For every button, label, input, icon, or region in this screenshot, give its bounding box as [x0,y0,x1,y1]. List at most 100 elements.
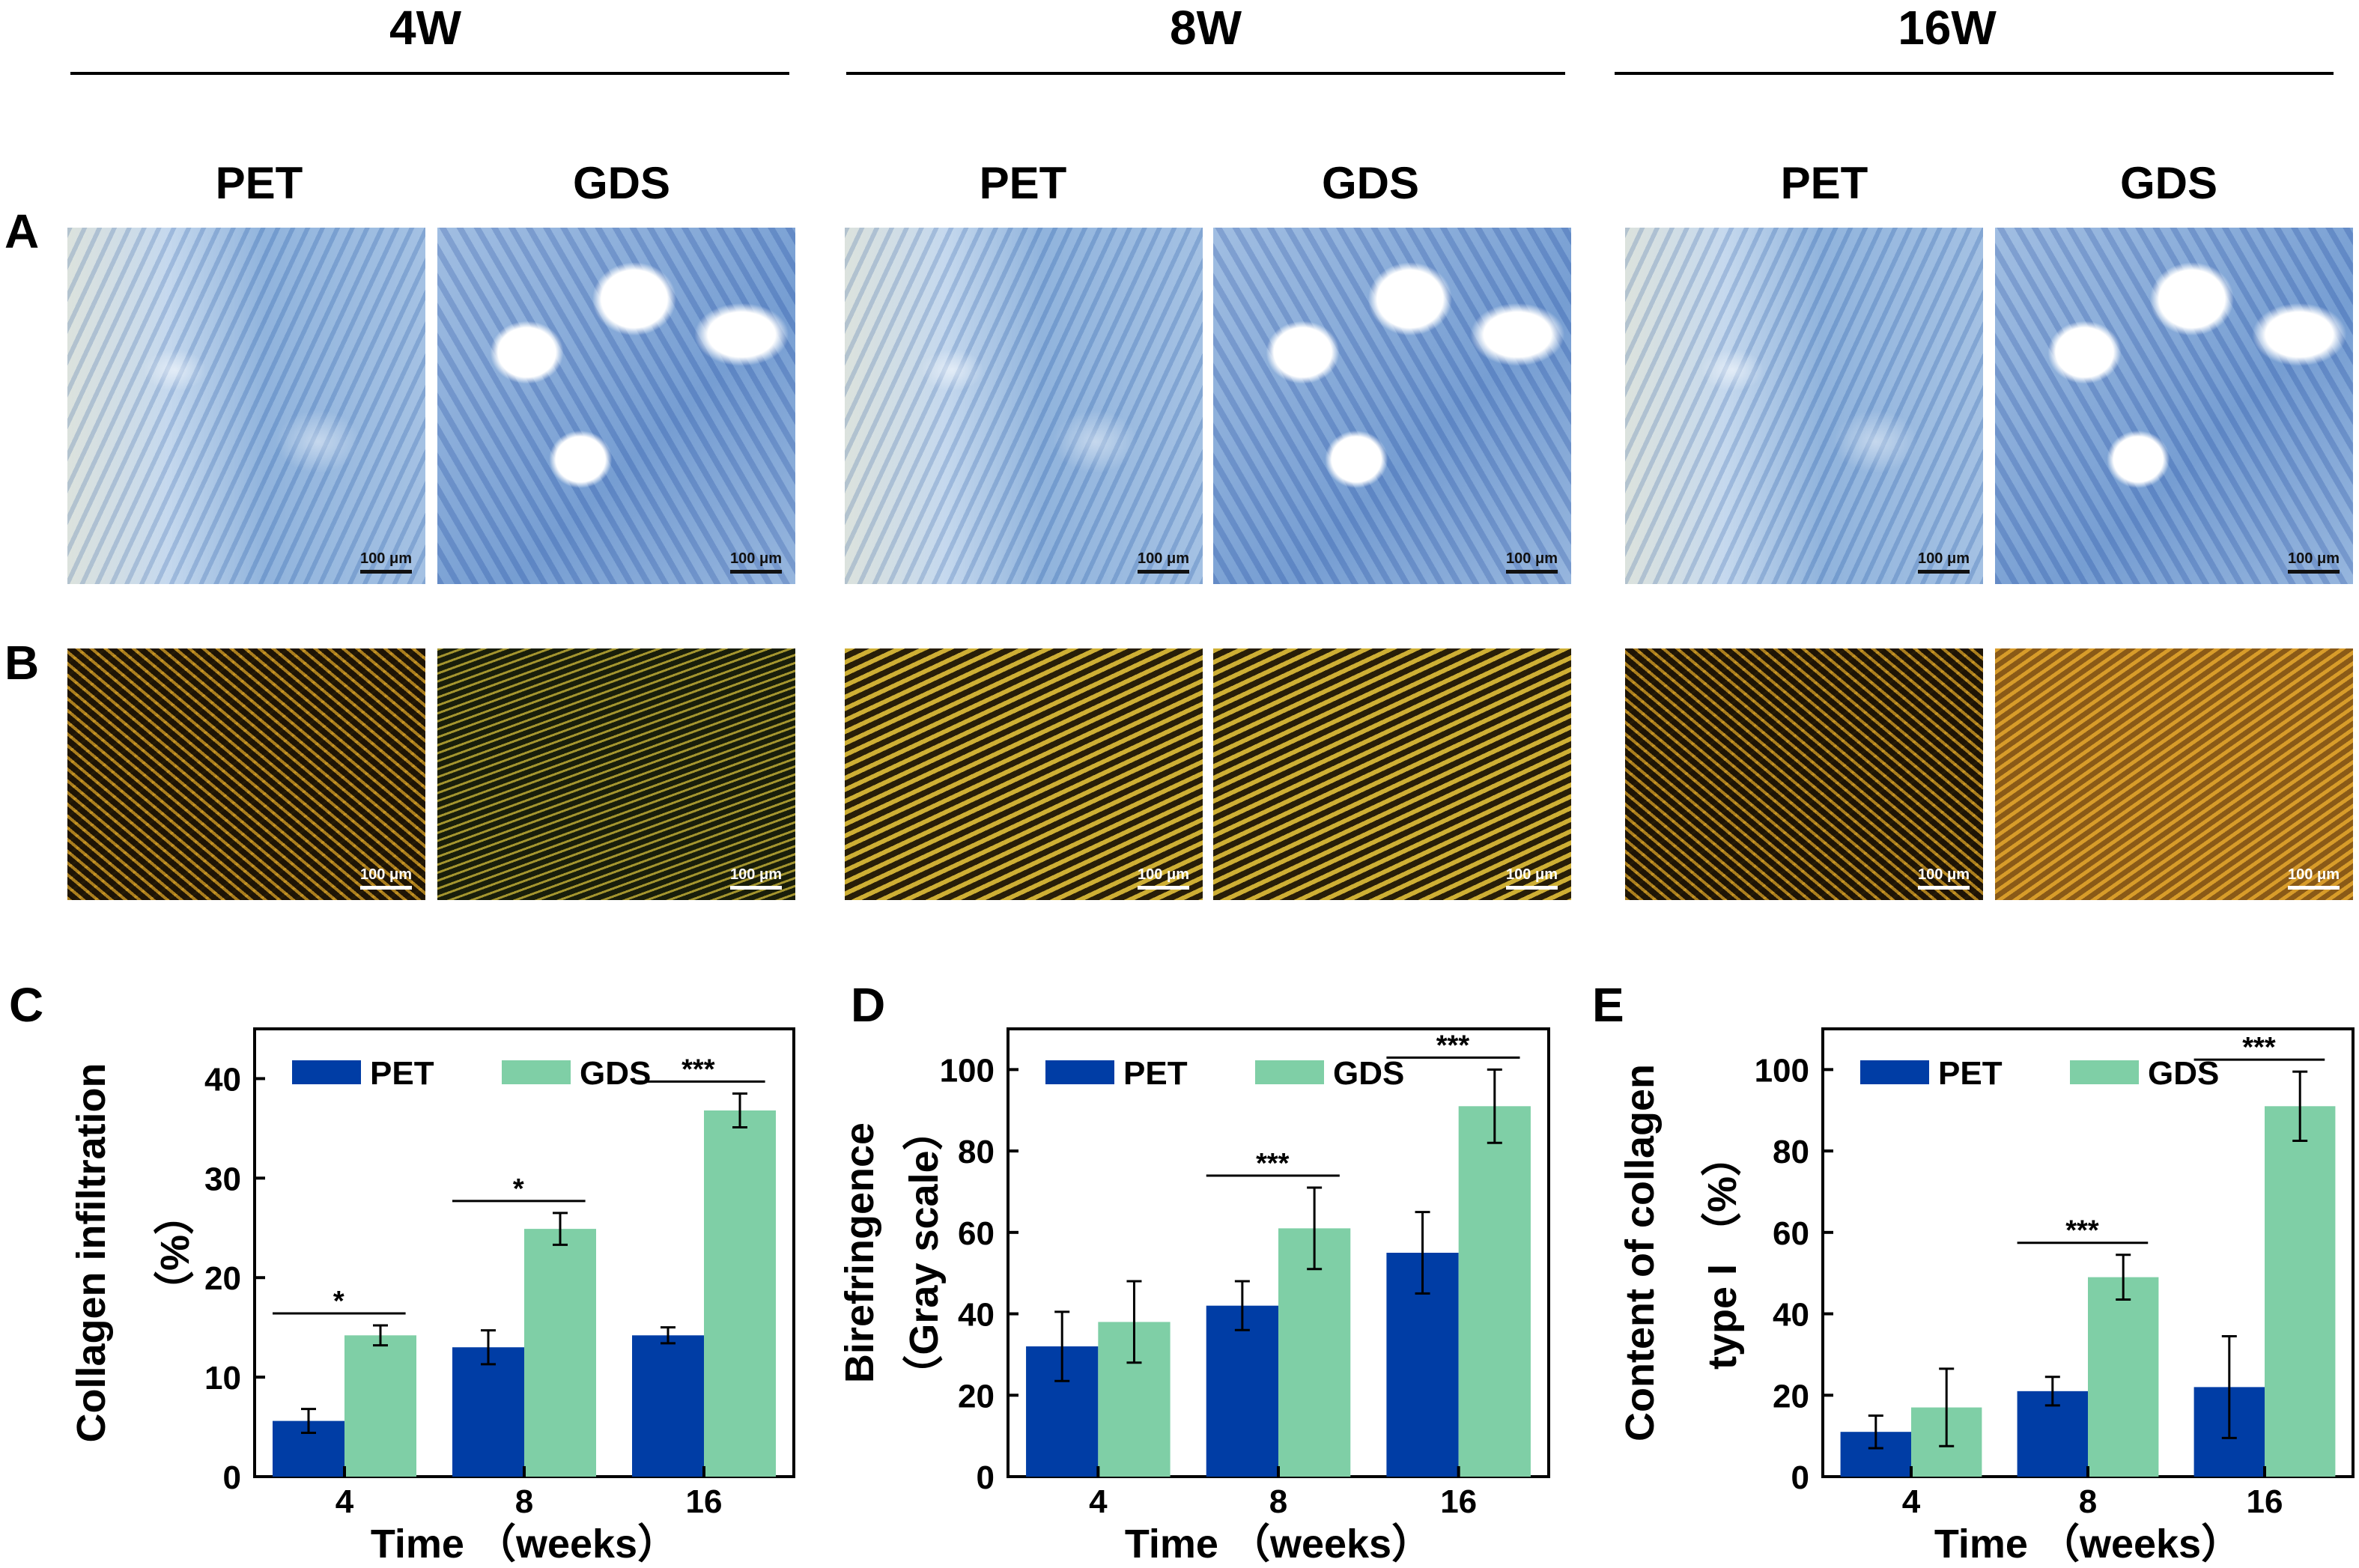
y-axis-label-2-c: （%） [153,1194,198,1311]
column-title-16w: 16W [1898,1,1997,55]
scale-bar: 100 μm [1138,550,1189,574]
y-tick-label-c-2: 20 [204,1260,241,1297]
significance-mark-d-0: *** [1256,1148,1290,1179]
row-label-b: B [4,636,40,690]
x-tick-label-e-4: 4 [1902,1483,1921,1520]
x-tick-label-d-16: 16 [1440,1483,1477,1520]
micrograph-b-4w-gds: 100 μm [437,648,795,900]
micrograph-b-4w-pet: 100 μm [67,648,425,900]
x-axis-label-d: Time （weeks） [1125,1522,1432,1567]
bar-d-pet-8 [1206,1305,1278,1477]
legend-swatch-d-pet [1045,1060,1114,1084]
bar-e-gds-8 [2088,1277,2159,1477]
bar-e-gds-16 [2265,1106,2336,1477]
scale-bar: 100 μm [1918,550,1970,574]
scale-bar: 100 μm [360,550,412,574]
micrograph-a-16w-pet: 100 μm [1625,228,1983,584]
column-rule-8w [846,72,1565,75]
significance-mark-c-0: * [333,1286,344,1317]
y-tick-label-d-1: 20 [958,1378,995,1414]
bar-c-pet-16 [632,1335,704,1477]
y-tick-label-d-2: 40 [958,1297,995,1334]
scale-bar: 100 μm [1138,866,1189,890]
scale-bar: 100 μm [1506,866,1558,890]
scale-bar: 100 μm [730,550,782,574]
y-axis-label-2-e: type I （%） [1700,1136,1745,1370]
x-axis-label-c: Time （weeks） [371,1522,678,1567]
x-tick-label-c-8: 8 [515,1483,533,1520]
bar-c-pet-8 [452,1347,524,1477]
legend-swatch-e-pet [1860,1060,1929,1084]
y-axis-label-c: Collagen infiltration [69,1063,114,1443]
legend-swatch-c-gds [502,1060,571,1084]
column-rule-4w [70,72,789,75]
y-tick-label-e-5: 100 [1755,1052,1809,1089]
group-label-16w-pet: PET [1780,158,1868,208]
significance-mark-c-2: *** [681,1054,715,1085]
x-tick-label-c-4: 4 [336,1483,354,1520]
group-label-4w-gds: GDS [572,158,671,208]
column-rule-16w [1615,72,2334,75]
column-title-4w: 4W [389,1,461,55]
significance-mark-e-0: *** [2065,1215,2099,1247]
bar-d-gds-16 [1458,1106,1531,1477]
legend-label-c-pet: PET [370,1055,434,1092]
x-tick-label-d-4: 4 [1089,1483,1108,1520]
y-tick-label-d-3: 60 [958,1215,995,1252]
row-label-a: A [4,204,40,258]
micrograph-a-4w-pet: 100 μm [67,228,425,584]
y-tick-label-c-1: 10 [204,1360,241,1397]
micrograph-a-8w-gds: 100 μm [1213,228,1571,584]
y-tick-label-e-4: 80 [1773,1134,1809,1170]
micrograph-b-8w-pet: 100 μm [845,648,1203,900]
legend-label-d-gds: GDS [1333,1055,1404,1092]
y-axis-label-d: Birefringence [837,1122,882,1383]
legend-label-c-gds: GDS [580,1055,651,1092]
y-tick-label-d-5: 100 [940,1052,995,1089]
x-tick-label-d-8: 8 [1269,1483,1287,1520]
micrograph-b-16w-gds: 100 μm [1995,648,2353,900]
panel-letter-e: E [1592,978,1624,1032]
y-tick-label-c-0: 0 [223,1459,241,1496]
micrograph-a-16w-gds: 100 μm [1995,228,2353,584]
column-title-8w: 8W [1170,1,1242,55]
significance-mark-c-1: * [513,1173,524,1205]
scale-bar: 100 μm [1918,866,1970,890]
scale-bar: 100 μm [730,866,782,890]
micrograph-b-16w-pet: 100 μm [1625,648,1983,900]
y-axis-label-e: Content of collagen [1618,1064,1663,1441]
significance-mark-d-1: *** [1436,1030,1470,1061]
panel-letter-c: C [9,978,43,1032]
legend-label-d-pet: PET [1123,1055,1188,1092]
scale-bar: 100 μm [360,866,412,890]
legend-label-e-pet: PET [1938,1055,2003,1092]
legend-swatch-d-gds [1255,1060,1324,1084]
y-tick-label-e-0: 0 [1791,1459,1809,1496]
group-label-16w-gds: GDS [2119,158,2218,208]
bar-c-gds-4 [344,1335,416,1477]
y-tick-label-c-3: 30 [204,1161,241,1197]
micrograph-a-4w-gds: 100 μm [437,228,795,584]
y-tick-label-d-0: 0 [977,1459,995,1496]
y-tick-label-e-1: 20 [1773,1378,1809,1414]
x-tick-label-e-8: 8 [2079,1483,2097,1520]
x-axis-label-e: Time （weeks） [1934,1522,2241,1567]
x-tick-label-e-16: 16 [2247,1483,2283,1520]
legend-swatch-c-pet [292,1060,361,1084]
y-tick-label-e-3: 60 [1773,1215,1809,1252]
y-tick-label-d-4: 80 [958,1134,995,1170]
y-tick-label-c-4: 40 [204,1061,241,1098]
scale-bar: 100 μm [2288,550,2340,574]
bar-c-gds-16 [704,1110,776,1477]
group-label-8w-gds: GDS [1321,158,1420,208]
panel-letter-d: D [851,978,885,1032]
y-axis-label-2-d: （Gray scale） [902,1110,947,1395]
micrograph-b-8w-gds: 100 μm [1213,648,1571,900]
scale-bar: 100 μm [1506,550,1558,574]
y-tick-label-e-2: 40 [1773,1297,1809,1334]
significance-mark-e-1: *** [2242,1032,2276,1063]
legend-swatch-e-gds [2070,1060,2139,1084]
x-tick-label-c-16: 16 [686,1483,723,1520]
legend-label-e-gds: GDS [2148,1055,2219,1092]
